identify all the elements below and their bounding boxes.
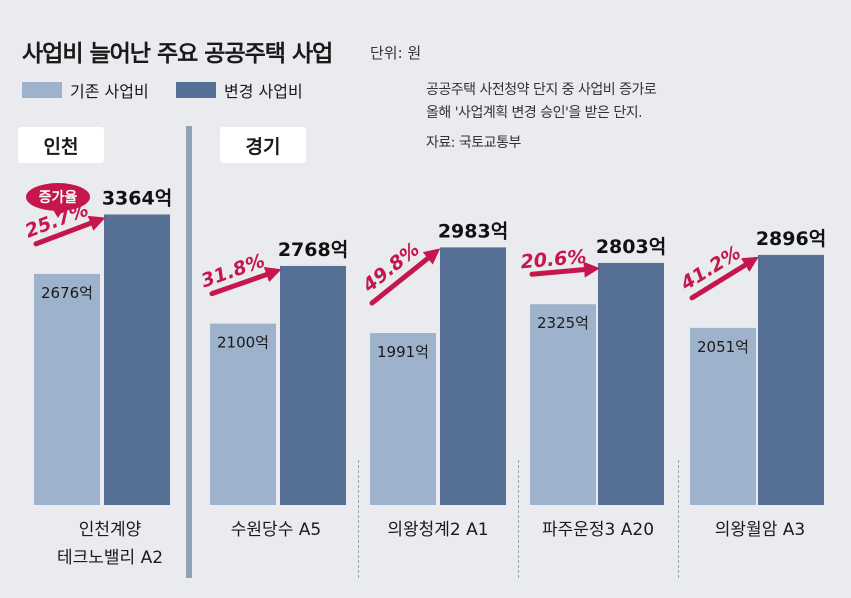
growth-arrow-4: [689, 256, 759, 301]
page-title: 사업비 늘어난 주요 공공주택 사업: [22, 41, 333, 67]
data-label-new-1: 2768억: [278, 239, 348, 261]
legend-new-swatch: [176, 82, 216, 98]
growth-arrow-1: [209, 267, 282, 297]
project-label-0: 인천계양 테크노밸리 A2: [30, 516, 190, 572]
group-separator: [678, 460, 679, 578]
bar-new-3: [598, 262, 664, 505]
project-label-3: 파주운정3 A20: [541, 520, 655, 540]
badge-bubble: [26, 183, 90, 211]
bar-old-4: [690, 327, 756, 505]
data-label-old-1: 2100억: [217, 334, 269, 352]
data-label-new-2: 2983억: [438, 220, 508, 242]
project-label-0-line1: 인천계양: [78, 520, 142, 540]
bar-new-0: [104, 214, 170, 506]
data-label-old-0: 2676억: [41, 284, 93, 302]
project-label-0-line2: 테크노밸리 A2: [56, 548, 164, 568]
source-note: 자료: 국토교통부: [426, 135, 521, 151]
data-label-new-4: 2896억: [756, 228, 826, 250]
growth-arrow-3: [529, 261, 600, 278]
data-label-old-2: 1991억: [377, 343, 429, 361]
project-label-4: 의왕월암 A3: [714, 520, 806, 540]
legend-old: 기존 사업비: [22, 78, 149, 102]
project-label-1: 수원당수 A5: [230, 520, 322, 540]
group-separator: [518, 460, 519, 578]
group-separator: [358, 460, 359, 578]
note-line-2: 올해 '사업계획 변경 승인'을 받은 단지.: [426, 105, 643, 121]
badge-pointer: [52, 208, 64, 218]
legend-new-label: 변경 사업비: [224, 82, 303, 101]
bar-old-1: [210, 323, 276, 505]
region-divider: [186, 126, 192, 578]
bar-old-2: [370, 333, 436, 505]
legend-old-label: 기존 사업비: [70, 82, 149, 101]
legend-new: 변경 사업비: [176, 78, 303, 102]
bar-old-3: [530, 304, 596, 505]
project-label-2: 의왕청계2 A1: [387, 520, 489, 540]
data-label-new-0: 3364억: [102, 187, 172, 209]
data-label-new-3: 2803억: [596, 236, 666, 258]
region-gyeonggi: 경기: [220, 127, 306, 163]
note-line-1: 공공주택 사전청약 단지 중 사업비 증가로: [426, 82, 657, 98]
growth-arrow-0: [33, 215, 106, 247]
data-label-old-4: 2051억: [697, 338, 749, 356]
bar-new-4: [758, 254, 824, 505]
data-label-old-3: 2325억: [537, 314, 589, 332]
bar-old-0: [34, 273, 100, 505]
region-incheon: 인천: [18, 127, 104, 163]
unit-label: 단위: 원: [370, 44, 422, 62]
badge-label: 증가율: [39, 189, 78, 206]
legend-old-swatch: [22, 82, 62, 98]
bar-new-2: [440, 247, 506, 506]
bar-new-1: [280, 265, 346, 505]
growth-arrow-2: [369, 248, 441, 306]
